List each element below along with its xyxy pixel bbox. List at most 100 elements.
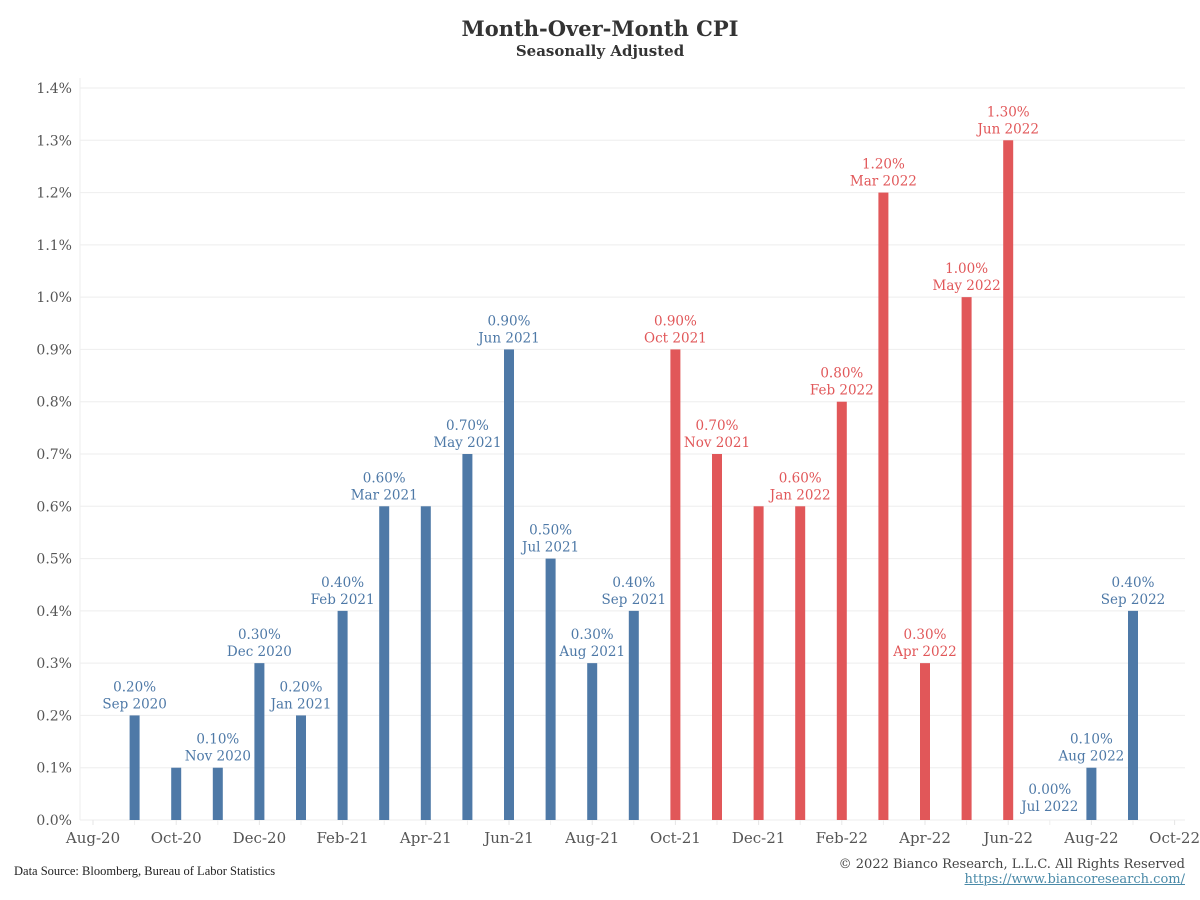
x-tick-label: Jun-22 (981, 829, 1033, 847)
bars (129, 140, 1138, 821)
y-tick-label: 0.8% (36, 395, 72, 411)
data-label-value: 0.20% (280, 679, 323, 695)
data-label-month: Sep 2020 (102, 696, 167, 712)
data-label-month: Sep 2021 (602, 592, 667, 608)
x-tick-label: Apr-22 (898, 829, 951, 847)
data-label-value: 0.30% (904, 627, 947, 643)
x-tick-label: Oct-22 (1149, 829, 1200, 847)
data-label-month: Jun 2022 (975, 121, 1038, 137)
data-label-value: 0.40% (321, 575, 364, 591)
data-label-month: May 2021 (433, 435, 501, 451)
bar (171, 767, 182, 820)
chart-title: Month-Over-Month CPI (461, 16, 739, 41)
bar (795, 506, 806, 820)
data-label-value: 1.00% (945, 261, 988, 277)
data-label-value: 0.70% (696, 418, 739, 434)
data-label-month: Mar 2022 (850, 174, 917, 190)
bar (1003, 140, 1014, 821)
x-tick-label: Oct-20 (151, 829, 202, 847)
bar (712, 454, 722, 820)
y-tick-label: 0.7% (36, 447, 72, 463)
data-label-value: 0.20% (113, 679, 156, 695)
bar (504, 349, 514, 820)
data-label-month: Jul 2021 (520, 540, 579, 556)
bar (878, 192, 889, 821)
data-label-month: Jan 2021 (269, 696, 332, 712)
copyright: © 2022 Bianco Research, L.L.C. All Right… (838, 857, 1185, 872)
data-label-month: Aug 2022 (1058, 749, 1125, 765)
data-label-value: 0.00% (1028, 782, 1071, 798)
data-label-month: Nov 2020 (185, 749, 251, 765)
chart-subtitle: Seasonally Adjusted (515, 42, 685, 60)
data-label-value: 1.30% (987, 104, 1030, 120)
data-label-month: Mar 2021 (351, 487, 418, 503)
bar (254, 663, 265, 820)
bar (587, 663, 598, 820)
x-tick-label: Apr-21 (399, 829, 452, 847)
bar (753, 506, 764, 820)
data-label-value: 0.60% (779, 470, 822, 486)
data-label-month: Sep 2022 (1101, 592, 1166, 608)
data-label-month: Aug 2021 (558, 644, 625, 660)
x-tick-label: Aug-21 (564, 829, 619, 847)
y-tick-label: 0.9% (36, 342, 72, 358)
y-tick-label: 1.0% (36, 290, 72, 306)
bar (420, 506, 431, 820)
x-tick-label: Dec-20 (233, 829, 286, 847)
bar (296, 715, 306, 820)
website-link[interactable]: https://www.biancoresearch.com/ (964, 872, 1185, 887)
data-label-value: 0.40% (612, 575, 655, 591)
y-tick-label: 0.4% (36, 604, 72, 620)
bar (670, 349, 681, 820)
y-tick-label: 0.5% (36, 552, 72, 568)
data-label-month: Feb 2021 (311, 592, 375, 608)
data-label-month: Nov 2021 (684, 435, 750, 451)
x-tick-label: Aug-20 (65, 829, 120, 847)
data-label-value: 0.30% (238, 627, 281, 643)
data-label-month: Jun 2021 (476, 330, 539, 346)
y-tick-label: 1.2% (36, 186, 72, 202)
bar (1128, 610, 1138, 820)
data-label-value: 0.90% (488, 313, 531, 329)
data-label-month: Dec 2020 (227, 644, 292, 660)
bar (379, 506, 390, 820)
data-label-value: 0.90% (654, 313, 697, 329)
data-label-month: Feb 2022 (810, 383, 874, 399)
x-tick-label: Oct-21 (650, 829, 701, 847)
data-label-value: 0.70% (446, 418, 489, 434)
y-tick-label: 1.1% (36, 238, 72, 254)
data-label-month: Jul 2022 (1019, 799, 1078, 815)
y-tick-label: 0.6% (36, 499, 72, 515)
data-label-month: May 2022 (933, 278, 1001, 294)
data-source: Data Source: Bloomberg, Bureau of Labor … (14, 864, 276, 878)
x-tick-label: Jun-21 (482, 829, 534, 847)
bar (337, 610, 348, 820)
y-tick-label: 0.0% (36, 813, 72, 829)
bar (129, 715, 140, 820)
y-axis: 0.0% 0.1% 0.2% 0.3% 0.4% 0.5% 0.6% 0.7% 0.8% 0.9%… (36, 81, 72, 829)
data-label-month: Apr 2022 (892, 644, 957, 660)
x-axis: Aug-20 Oct-20 Dec-20 Feb-21 Apr-21 Jun-21 Aug-… (65, 820, 1200, 847)
data-label-value: 0.60% (363, 470, 406, 486)
bar (836, 401, 847, 820)
y-tick-label: 0.1% (36, 761, 72, 777)
y-tick-label: 0.3% (36, 656, 72, 672)
x-tick-label: Feb-21 (316, 829, 368, 847)
data-label-value: 0.50% (529, 523, 572, 539)
data-label-value: 0.10% (1070, 732, 1113, 748)
data-label-month: Jan 2022 (768, 487, 831, 503)
data-label-month: Oct 2021 (644, 330, 707, 346)
bar (1086, 767, 1097, 820)
y-tick-label: 0.2% (36, 708, 72, 724)
data-label-value: 0.80% (820, 366, 863, 382)
bar (545, 558, 556, 820)
bar (961, 297, 972, 821)
data-label-value: 0.10% (196, 732, 239, 748)
bar (628, 610, 639, 820)
x-tick-label: Feb-22 (816, 829, 868, 847)
x-tick-label: Dec-21 (732, 829, 785, 847)
y-tick-label: 1.4% (36, 81, 72, 97)
x-tick-label: Aug-22 (1063, 829, 1118, 847)
